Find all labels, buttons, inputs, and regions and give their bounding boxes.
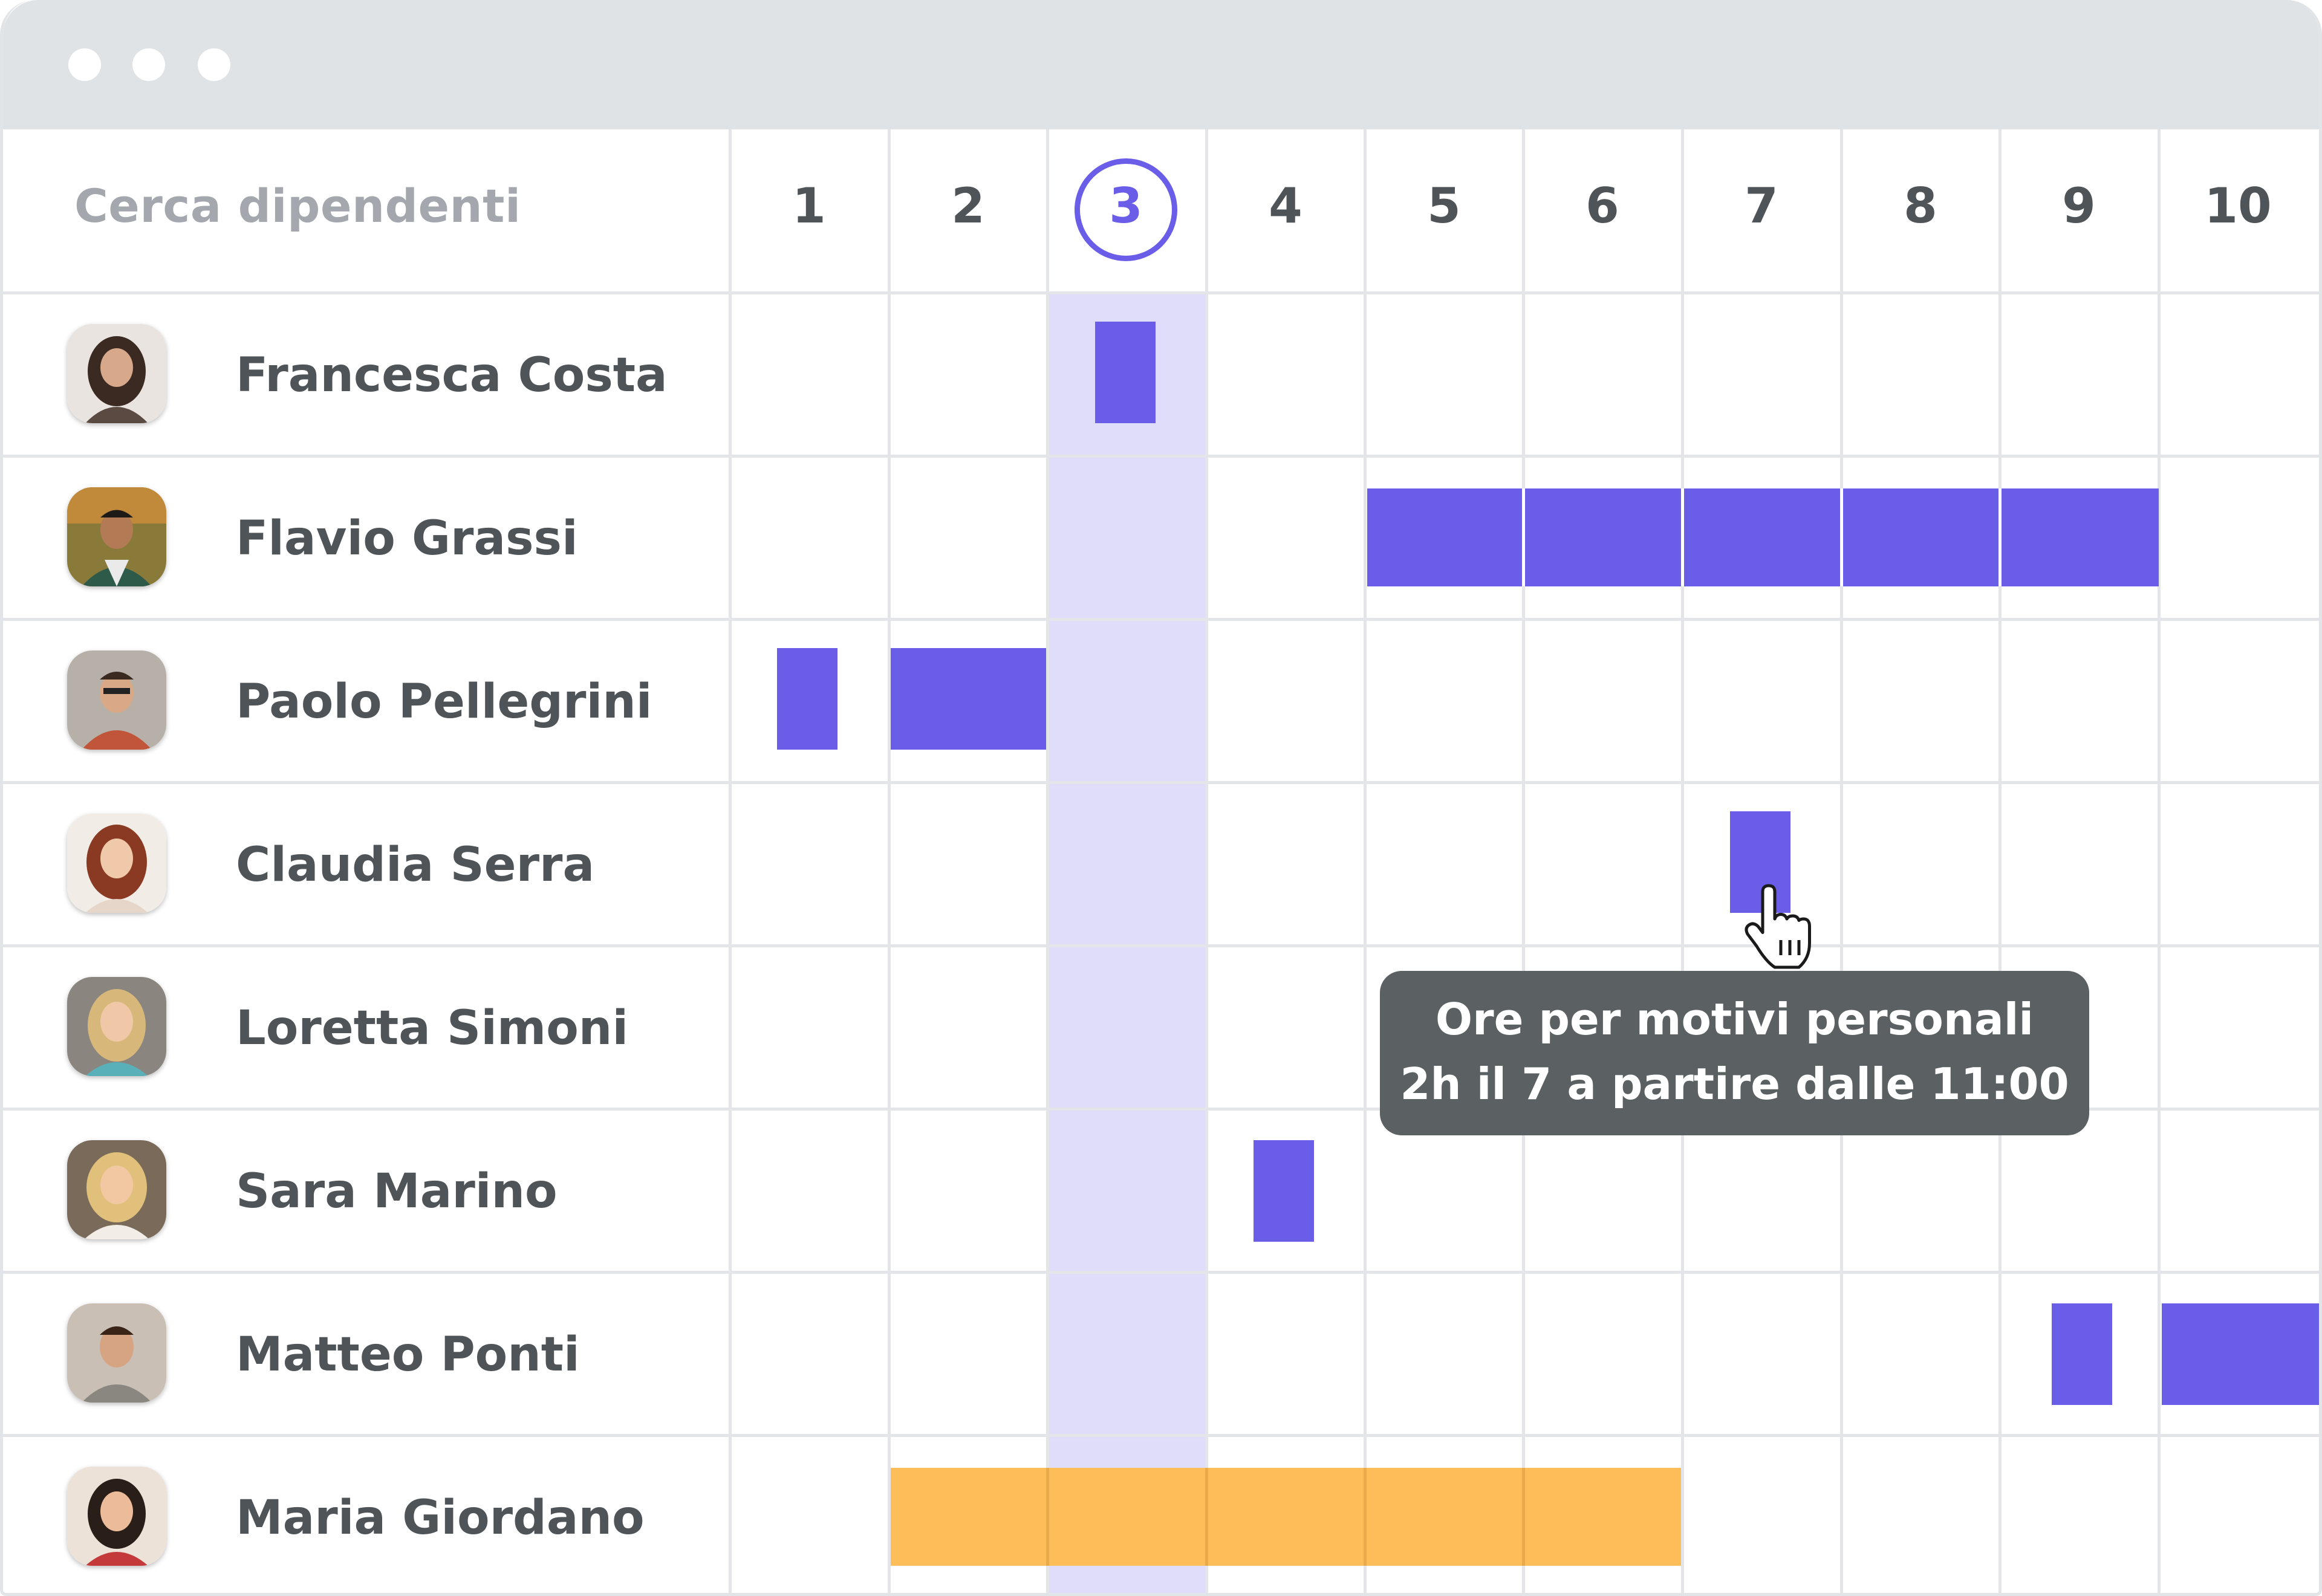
absence-tooltip: Ore per motivi personali 2h il 7 a parti… <box>1380 971 2089 1135</box>
grid-line <box>2158 129 2161 1593</box>
day-header-8[interactable]: 8 <box>1904 178 1937 234</box>
title-bar <box>3 0 2319 129</box>
tooltip-detail: 2h il 7 a partire dalle 11:00 <box>1400 1059 2069 1109</box>
avatar <box>67 1140 166 1239</box>
avatar <box>67 650 166 750</box>
grid-line <box>3 944 2319 947</box>
employee-name[interactable]: Flavio Grassi <box>236 511 578 566</box>
maximize-dot-icon[interactable] <box>198 48 230 81</box>
employee-name[interactable]: Sara Marino <box>236 1164 558 1219</box>
avatar <box>67 814 166 913</box>
grid-line <box>1205 129 1208 1593</box>
tooltip-title: Ore per motivi personali <box>1435 994 2034 1045</box>
avatar <box>67 1467 166 1566</box>
grid-line <box>1522 129 1525 1593</box>
grid-line <box>1681 129 1684 1593</box>
absence-bar[interactable] <box>1367 488 2159 586</box>
grid-line <box>888 129 891 1593</box>
day-header-1[interactable]: 1 <box>792 178 826 234</box>
day-header-7[interactable]: 7 <box>1745 178 1778 234</box>
bar-divider <box>1840 488 1843 586</box>
day-header-3-today[interactable]: 3 <box>1109 178 1143 234</box>
employee-name[interactable]: Maria Giordano <box>236 1491 645 1545</box>
grid-line <box>3 291 2319 294</box>
day-header-9[interactable]: 9 <box>2062 178 2096 234</box>
day-header-5[interactable]: 5 <box>1427 178 1461 234</box>
employee-name[interactable]: Paolo Pellegrini <box>236 675 652 729</box>
avatar <box>67 324 166 423</box>
bar-divider <box>1681 488 1684 586</box>
avatar <box>67 487 166 586</box>
avatar <box>67 1303 166 1403</box>
employee-name[interactable]: Matteo Ponti <box>236 1328 580 1382</box>
employee-name[interactable]: Claudia Serra <box>236 838 595 892</box>
day-header-6[interactable]: 6 <box>1585 178 1619 234</box>
bar-divider <box>1998 488 2002 586</box>
absence-bar[interactable] <box>2052 1303 2112 1405</box>
grid-line <box>3 1108 2319 1111</box>
close-dot-icon[interactable] <box>68 48 101 81</box>
grid-line <box>1364 129 1367 1593</box>
vacation-bar[interactable] <box>891 1468 1681 1566</box>
absence-bar[interactable] <box>777 648 837 750</box>
search-employees-input[interactable]: Cerca dipendenti <box>74 179 521 233</box>
grid-line <box>3 781 2319 784</box>
day-header-10[interactable]: 10 <box>2204 178 2272 234</box>
grid-line <box>729 129 732 1593</box>
bar-divider <box>1364 1468 1367 1566</box>
day-header-4[interactable]: 4 <box>1269 178 1302 234</box>
day-header-2[interactable]: 2 <box>951 178 985 234</box>
bar-divider <box>1522 1468 1525 1566</box>
grid-line <box>3 1271 2319 1274</box>
absence-bar[interactable] <box>2162 1303 2319 1405</box>
grid-line <box>3 455 2319 458</box>
bar-divider <box>1205 1468 1208 1566</box>
grid-line <box>1998 129 2002 1593</box>
grid-line <box>3 618 2319 621</box>
absence-calendar-grid: Cerca dipendenti 1 2 3 4 5 6 7 8 9 10 Fr… <box>3 129 2319 1593</box>
grid-line <box>1046 129 1049 1593</box>
grid-line <box>1840 129 1843 1593</box>
absence-bar[interactable] <box>891 648 1046 750</box>
hand-pointer-icon <box>1732 883 1823 976</box>
absence-bar[interactable] <box>1254 1140 1314 1242</box>
grid-line <box>3 1434 2319 1437</box>
bar-divider <box>1522 488 1525 586</box>
bar-divider <box>1046 1468 1049 1566</box>
absence-bar[interactable] <box>1095 322 1156 423</box>
today-column-highlight <box>1049 293 1206 1593</box>
employee-name[interactable]: Francesca Costa <box>236 348 668 403</box>
absence-bar-hovered[interactable] <box>1730 811 1790 913</box>
employee-name[interactable]: Loretta Simoni <box>236 1001 629 1056</box>
today-marker <box>1075 158 1177 261</box>
avatar <box>67 977 166 1076</box>
minimize-dot-icon[interactable] <box>132 48 165 81</box>
